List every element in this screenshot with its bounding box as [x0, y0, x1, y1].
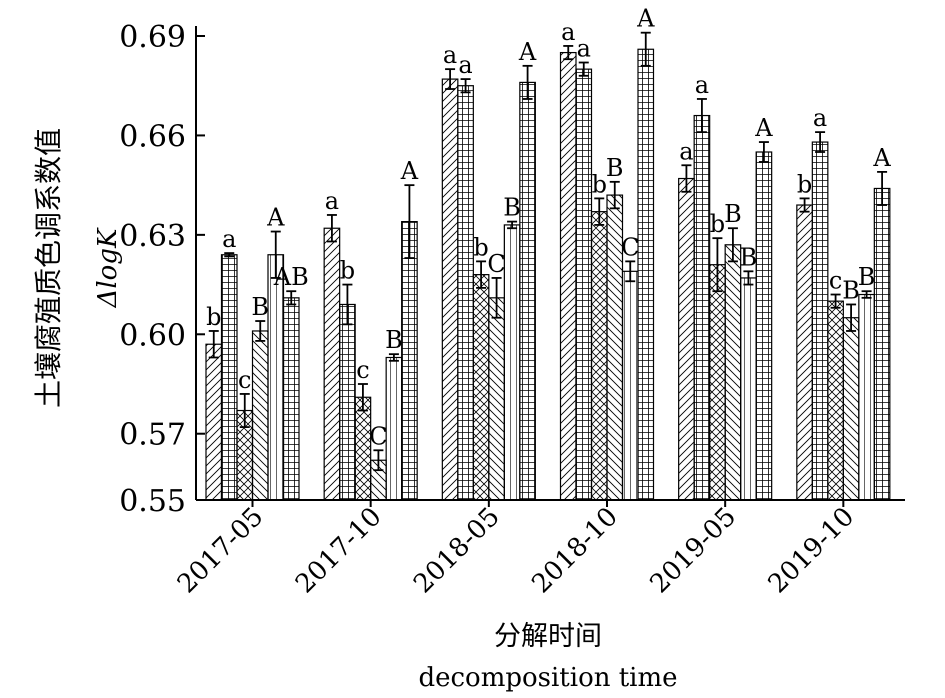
significance-letter: B — [251, 293, 269, 321]
bar — [205, 343, 223, 501]
significance-letter: A — [872, 144, 891, 172]
bar — [519, 81, 536, 501]
y-axis-title-line-1: 土壤腐殖质色调系数值 — [32, 128, 65, 408]
bar — [811, 141, 829, 501]
x-axis-title-line-2: decomposition time — [418, 663, 677, 693]
significance-letter: B — [503, 194, 521, 222]
bar — [559, 51, 577, 501]
y-tick-label: 0.57 — [119, 418, 186, 453]
significance-letter: b — [592, 170, 607, 198]
bar — [796, 204, 813, 501]
significance-letter: a — [577, 35, 591, 63]
bar — [503, 224, 521, 501]
significance-letter: B — [724, 200, 742, 228]
significance-letter: A — [266, 204, 285, 232]
bar — [637, 48, 655, 501]
bar — [472, 274, 490, 501]
x-tick-label: 2019-10 — [763, 502, 861, 600]
y-axis-ticks: 0.55 0.57 0.60 0.63 0.66 0.69 — [119, 20, 205, 519]
significance-letter: C — [487, 250, 505, 278]
bar — [385, 356, 403, 501]
significance-letter: a — [679, 137, 693, 165]
y-tick-label: 0.63 — [119, 219, 186, 254]
significance-letter: c — [829, 267, 842, 295]
x-tick-label: 2018-10 — [526, 502, 624, 600]
significance-letter: b — [473, 233, 488, 261]
bars-layer — [205, 31, 891, 501]
significance-letter: C — [369, 422, 387, 450]
significance-letter: B — [606, 154, 624, 182]
x-axis-title-line-1: 分解时间 — [494, 621, 602, 652]
bar — [441, 78, 459, 501]
significance-letter: b — [206, 303, 221, 331]
bar — [251, 330, 269, 501]
bar — [621, 270, 639, 501]
bar — [873, 187, 891, 501]
bar — [488, 297, 505, 501]
significance-letter: b — [340, 257, 355, 285]
bar — [724, 244, 742, 501]
x-tick-label: 2018-05 — [408, 502, 506, 600]
significance-letter: A — [754, 114, 773, 142]
bar — [842, 317, 860, 501]
significance-letter: A — [636, 5, 655, 33]
bar — [740, 277, 757, 501]
significance-letter: b — [710, 210, 725, 238]
bar — [755, 151, 773, 501]
x-axis-ticks: 2017-05 2017-10 2018-05 2018-10 2019-05 2019-… — [172, 500, 860, 599]
bar — [575, 68, 593, 501]
x-tick-label: 2017-05 — [172, 502, 270, 600]
significance-letter: a — [325, 187, 339, 215]
bar — [339, 303, 356, 501]
significance-letter: c — [238, 366, 251, 394]
bar — [323, 227, 341, 501]
bar — [282, 297, 300, 501]
bar — [693, 114, 711, 501]
significance-letter: a — [561, 18, 575, 46]
y-tick-label: 0.69 — [119, 20, 186, 55]
significance-letter: a — [695, 71, 709, 99]
significance-letter: B — [385, 326, 403, 354]
y-tick-label: 0.66 — [119, 119, 186, 154]
bar — [267, 254, 285, 501]
significance-letter: A — [400, 157, 419, 185]
significance-letter: c — [356, 356, 369, 384]
significance-letter: a — [222, 225, 236, 253]
bar — [220, 254, 238, 501]
significance-letter: b — [797, 170, 812, 198]
significance-letter: a — [458, 51, 472, 79]
significance-letter: B — [858, 263, 876, 291]
y-axis-title-line-2: ΔlogK — [93, 227, 123, 308]
significance-letter: A — [518, 38, 537, 66]
bar — [457, 85, 474, 501]
bar — [709, 264, 726, 501]
bar — [678, 177, 695, 501]
x-tick-label: 2019-05 — [645, 502, 743, 600]
bar — [827, 300, 844, 501]
significance-letter: C — [621, 233, 639, 261]
significance-letter: AB — [273, 263, 309, 291]
y-axis-title: 土壤腐殖质色调系数值 ΔlogK — [32, 128, 123, 408]
significance-letter: B — [842, 276, 860, 304]
bar — [401, 221, 418, 501]
x-tick-label: 2017-10 — [290, 502, 388, 600]
bar — [590, 211, 608, 501]
significance-letter: a — [443, 41, 457, 69]
y-tick-label: 0.55 — [119, 484, 186, 519]
y-tick-label: 0.60 — [119, 318, 186, 353]
significance-letter: a — [813, 104, 827, 132]
bar — [858, 293, 875, 501]
significance-letter: B — [740, 243, 758, 271]
